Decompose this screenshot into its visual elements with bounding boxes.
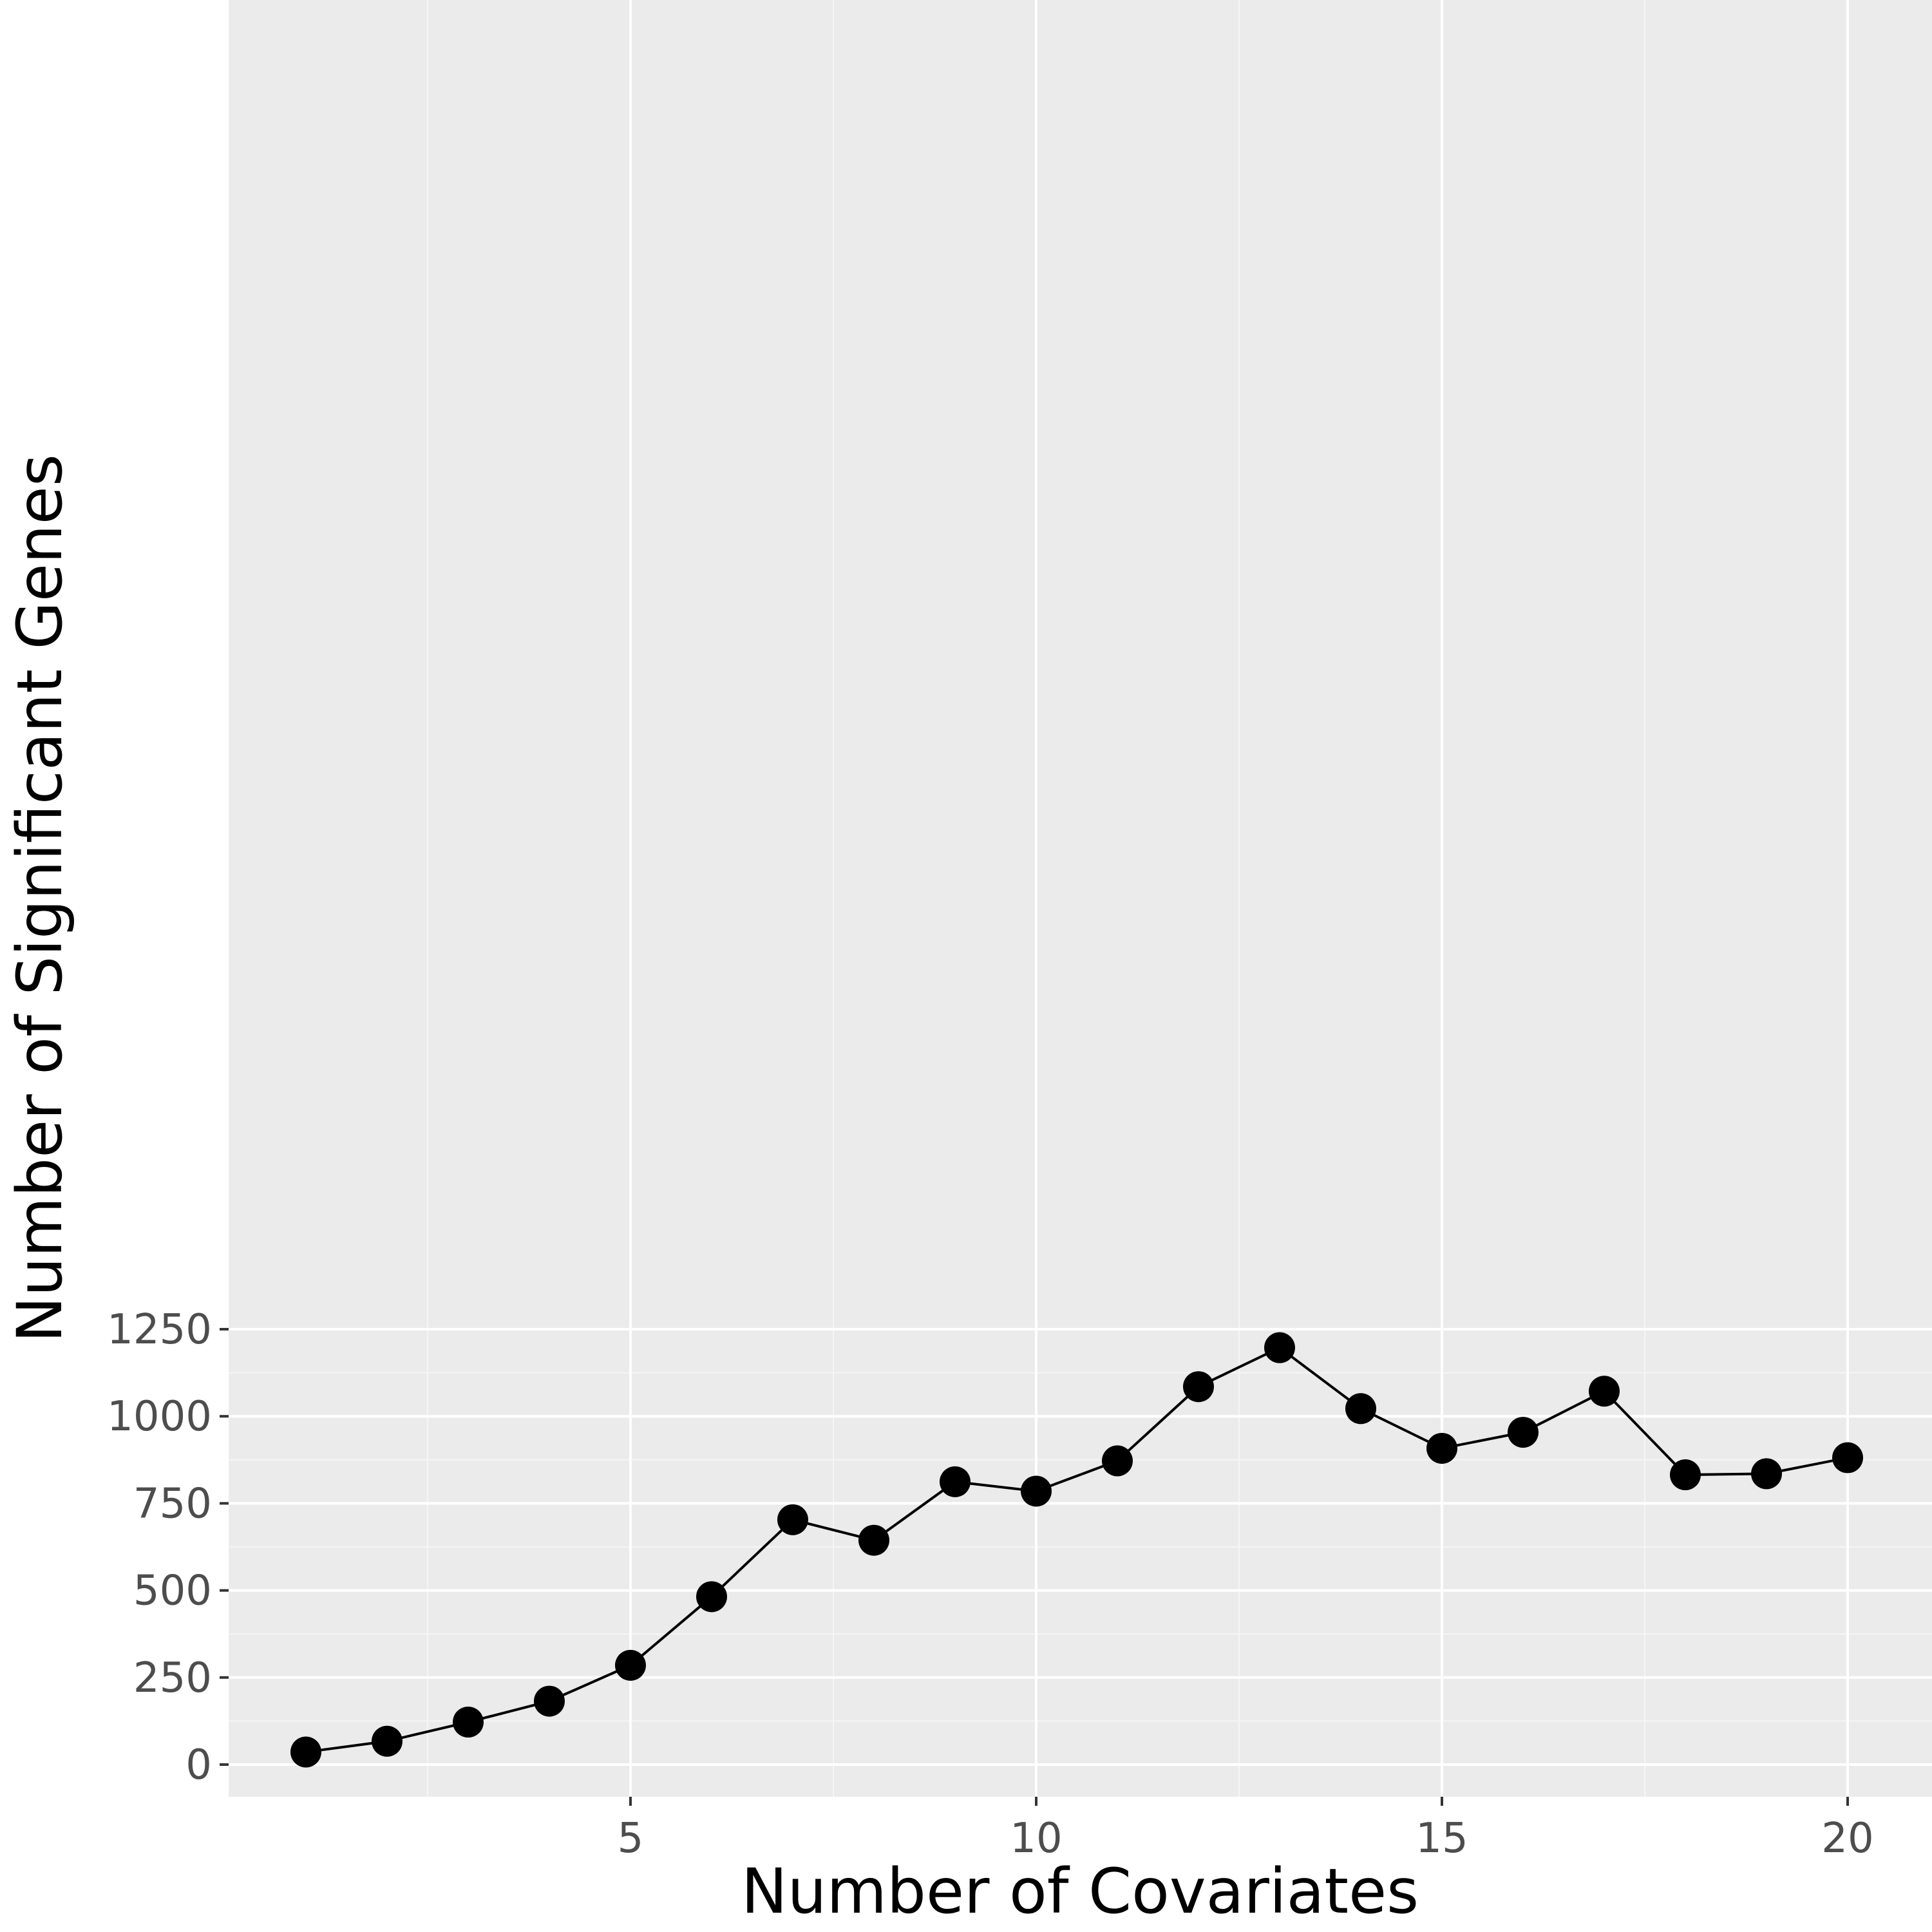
x-tick-label: 10 [1010, 1815, 1062, 1862]
data-point [1670, 1459, 1701, 1491]
data-point [1832, 1442, 1863, 1473]
x-axis: 5 10 15 20 [618, 1797, 1874, 1862]
plot-panel [229, 0, 1932, 1797]
data-point [1751, 1458, 1782, 1490]
data-point [1102, 1445, 1133, 1477]
major-gridlines [229, 0, 1932, 1797]
minor-gridlines [229, 0, 1932, 1797]
data-point [453, 1707, 484, 1738]
data-points [290, 1332, 1863, 1768]
data-point [372, 1725, 402, 1757]
data-point [858, 1524, 889, 1556]
x-tick-label: 20 [1821, 1815, 1873, 1862]
data-point [777, 1504, 808, 1535]
y-tick-label: 500 [133, 1567, 212, 1615]
y-axis: 0 250 500 750 1000 1250 [107, 1306, 229, 1789]
y-axis-title: Number of Significant Genes [4, 454, 76, 1343]
y-tick-label: 250 [133, 1654, 212, 1702]
data-point [1264, 1332, 1295, 1363]
data-point [1345, 1393, 1376, 1425]
data-point [615, 1649, 646, 1681]
data-point [1183, 1371, 1214, 1403]
y-tick-label: 1250 [107, 1306, 212, 1354]
data-point [534, 1685, 565, 1717]
y-tick-label: 750 [133, 1480, 212, 1528]
x-tick-label: 5 [618, 1815, 644, 1862]
data-point [290, 1736, 321, 1768]
data-point [1508, 1417, 1539, 1448]
data-point [696, 1581, 727, 1613]
data-point [1589, 1376, 1620, 1407]
x-axis-title: Number of Covariates [741, 1855, 1419, 1927]
data-point [1426, 1432, 1457, 1464]
y-tick-label: 1000 [107, 1393, 212, 1441]
data-point [940, 1466, 971, 1497]
y-tick-label: 0 [185, 1741, 212, 1789]
x-tick-label: 15 [1416, 1815, 1468, 1862]
data-point [1021, 1475, 1052, 1507]
